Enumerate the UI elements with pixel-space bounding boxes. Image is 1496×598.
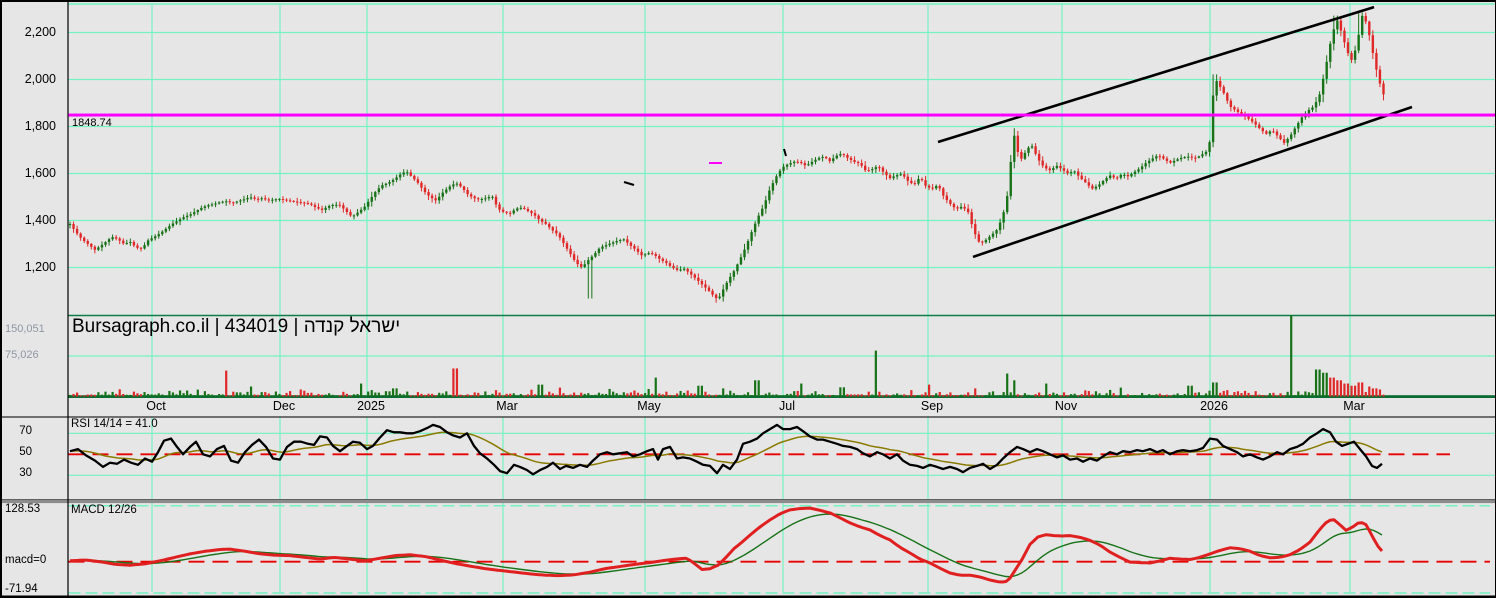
volume-axis-tick: 75,026 [5,348,39,361]
macd-layer [69,506,1384,584]
volume-axis-tick: 150,051 [5,322,45,335]
time-axis-label: 2026 [1200,399,1228,413]
macd-indicator-label: MACD 12/26 [71,504,137,516]
reference-price-label: 1848.74 [72,117,112,129]
time-axis-label: 2025 [357,399,385,413]
price-axis-tick: 1,800 [24,118,56,133]
macd-max-value: 128.53 [5,503,41,515]
price-axis-tick: 1,200 [24,259,56,274]
macd-min-value: -71.94 [5,583,38,595]
rsi-level-tick: 70 [19,425,32,438]
chart-title: Bursagraph.co.il | 434019 | ישראל קנדה [72,316,401,337]
price-axis-tick: 1,400 [24,212,56,227]
time-axis-label: Nov [1054,399,1078,413]
reference-line-layer [68,113,1496,117]
rsi-level-tick: 50 [19,446,32,459]
price-axis-tick: 1,600 [24,165,56,180]
time-axis-label: Oct [146,399,166,413]
rsi-layer [69,423,1383,476]
price-axis-tick: 2,000 [24,71,56,86]
time-axis-label: Sep [920,399,944,413]
rsi-indicator-label: RSI 14/14 = 41.0 [71,418,158,430]
trend-channel-layer [937,5,1413,259]
annotation-layer [623,148,787,186]
time-axis-label: Mar [496,399,518,413]
time-axis-label: Dec [272,399,296,413]
macd-zero-label: macd=0 [5,554,47,566]
volume-layer [68,315,1385,397]
small-black-tick [783,148,787,157]
candlestick-layer [68,12,1385,303]
price-axis-tick: 2,200 [24,24,56,39]
rsi-level-tick: 30 [19,467,32,480]
small-black-dash [623,181,635,186]
time-axis-label: May [637,399,661,413]
time-axis-label: Jul [779,399,795,413]
time-axis-label: Mar [1343,399,1365,413]
